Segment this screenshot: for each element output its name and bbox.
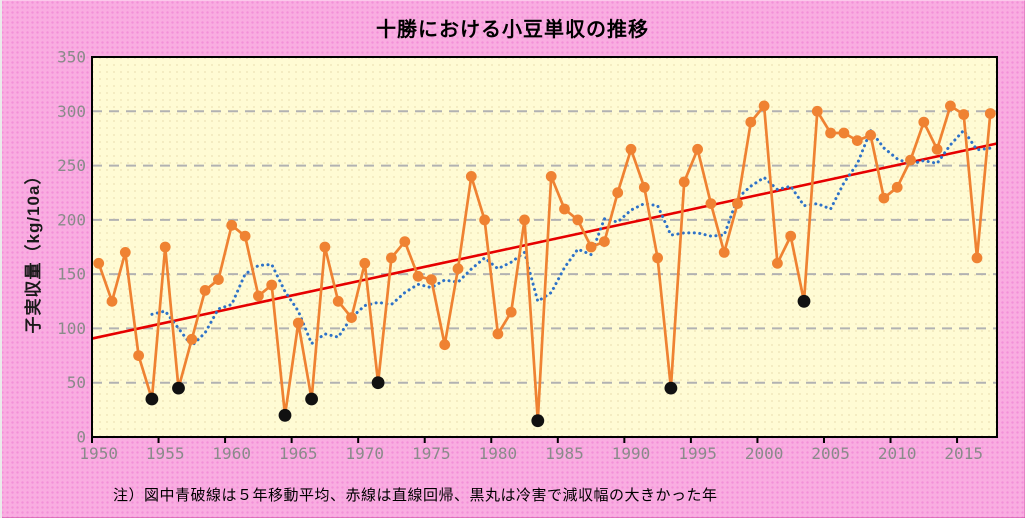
- data-point-1978: [465, 171, 477, 182]
- data-point-1987: [585, 241, 597, 253]
- x-tick-label-1985: 1985: [545, 444, 584, 463]
- data-point-1969: [346, 312, 357, 323]
- data-point-1951: [106, 295, 118, 307]
- y-tick-label-350: 350: [57, 48, 86, 67]
- data-point-1995: [692, 143, 703, 155]
- data-point-2000: [758, 100, 770, 112]
- data-point-1989: [612, 187, 624, 199]
- data-point-1973: [399, 236, 411, 248]
- data-point-2010: [891, 181, 903, 193]
- data-point-1998: [732, 198, 743, 210]
- data-point-2013: [931, 143, 943, 155]
- data-point-1963: [266, 279, 278, 291]
- data-point-1996: [705, 198, 717, 210]
- data-point-1981: [505, 306, 517, 318]
- data-point-1961: [239, 230, 251, 242]
- data-point-1970: [359, 257, 371, 269]
- plot-background: [92, 57, 997, 437]
- x-tick-label-2005: 2005: [811, 444, 850, 463]
- x-tick-label-1950: 1950: [79, 444, 118, 463]
- x-tick-label-1970: 1970: [346, 444, 385, 463]
- data-point-1974: [412, 270, 424, 282]
- x-tick-label-2010: 2010: [878, 444, 917, 463]
- data-point-1994: [678, 176, 690, 188]
- data-point-2015: [958, 109, 970, 120]
- data-point-2006: [838, 127, 850, 139]
- data-point-1997: [718, 247, 730, 258]
- data-point-1985: [559, 203, 570, 215]
- cold-damage-point-2003: [797, 294, 811, 308]
- x-tick-label-1990: 1990: [612, 444, 651, 463]
- data-point-1962: [253, 290, 264, 302]
- data-point-1950: [93, 257, 105, 269]
- cold-damage-point-1956: [172, 381, 185, 395]
- y-tick-label-50: 50: [67, 373, 86, 392]
- data-point-1991: [638, 181, 650, 193]
- data-point-2016: [971, 252, 983, 264]
- data-point-1955: [159, 241, 171, 253]
- data-point-1975: [426, 274, 437, 285]
- data-point-1959: [213, 274, 224, 285]
- cold-damage-point-1971: [371, 376, 385, 390]
- data-point-2002: [785, 230, 797, 242]
- x-tick-label-1965: 1965: [279, 444, 318, 463]
- y-tick-label-250: 250: [57, 156, 86, 175]
- x-tick-label-1960: 1960: [212, 444, 251, 463]
- data-point-1999: [745, 116, 757, 128]
- data-point-2012: [918, 116, 930, 128]
- chart-title: 十勝における小豆単収の推移: [376, 19, 649, 41]
- y-tick-label-0: 0: [76, 428, 86, 447]
- data-point-1982: [519, 214, 530, 226]
- data-point-1960: [226, 219, 238, 231]
- plot-border: [91, 56, 998, 438]
- data-point-2007: [851, 135, 863, 147]
- data-point-2001: [772, 257, 783, 269]
- data-point-2017: [984, 108, 996, 119]
- data-point-1952: [119, 247, 131, 258]
- data-point-2011: [905, 154, 916, 166]
- data-point-2014: [945, 100, 956, 112]
- data-point-1988: [599, 236, 610, 248]
- data-point-1984: [545, 171, 557, 182]
- data-point-1992: [652, 252, 663, 264]
- data-point-1980: [492, 328, 504, 340]
- data-point-2004: [811, 105, 823, 117]
- data-point-1986: [572, 214, 584, 226]
- data-point-1972: [386, 252, 397, 264]
- data-point-1957: [186, 333, 198, 345]
- data-point-2008: [865, 129, 876, 141]
- trend-line: [91, 142, 998, 340]
- data-point-1979: [479, 214, 490, 226]
- data-point-1953: [133, 350, 145, 361]
- y-tick-label-150: 150: [57, 265, 86, 284]
- y-tick-label-100: 100: [57, 319, 86, 338]
- data-point-1977: [452, 263, 464, 275]
- x-tick-label-1995: 1995: [678, 444, 717, 463]
- data-point-1968: [332, 295, 344, 307]
- footnote: 注）図中青破線は５年移動平均、赤線は直線回帰、黒丸は冷害で減収幅の大きかった年: [113, 487, 718, 504]
- x-tick-label-1975: 1975: [412, 444, 451, 463]
- x-tick-label-2000: 2000: [745, 444, 784, 463]
- x-tick-label-1980: 1980: [479, 444, 518, 463]
- cold-damage-point-1966: [305, 392, 318, 406]
- data-point-2009: [878, 192, 890, 204]
- x-tick-label-1955: 1955: [146, 444, 185, 463]
- cold-damage-point-1993: [664, 381, 678, 395]
- data-point-1990: [625, 143, 637, 155]
- data-point-1965: [292, 317, 304, 329]
- data-point-1967: [319, 241, 331, 253]
- y-tick-label-200: 200: [57, 210, 86, 229]
- data-point-1958: [199, 285, 211, 296]
- data-point-1976: [439, 339, 451, 351]
- cold-damage-point-1954: [145, 392, 159, 406]
- cold-damage-point-1964: [278, 408, 292, 422]
- cold-damage-point-1983: [531, 414, 545, 428]
- y-tick-label-300: 300: [57, 102, 86, 121]
- data-point-2005: [825, 127, 836, 139]
- x-tick-label-2015: 2015: [944, 444, 983, 463]
